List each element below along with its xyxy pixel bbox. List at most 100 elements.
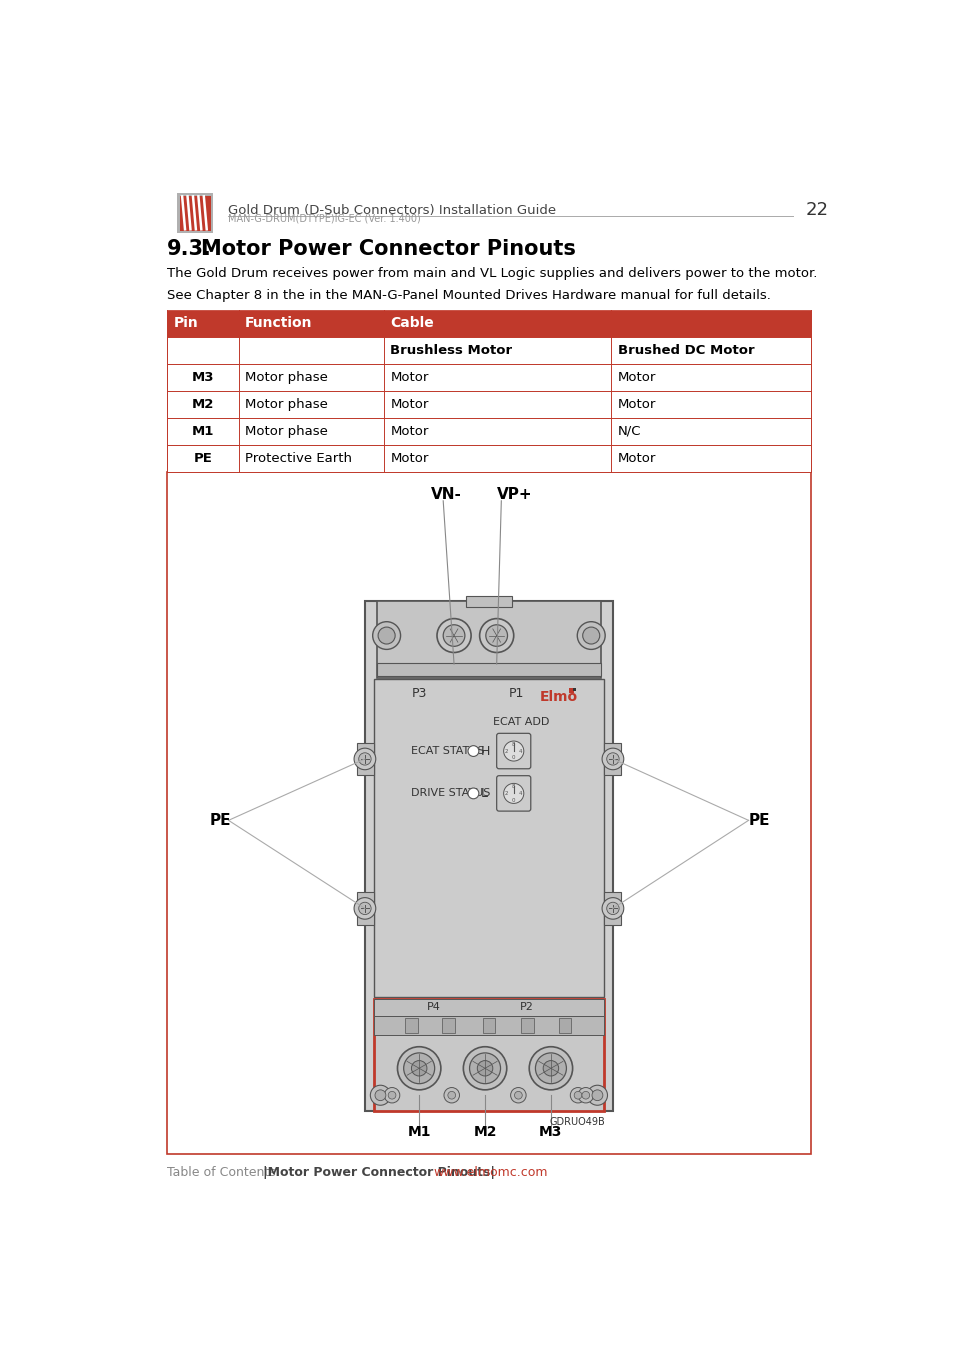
Bar bbox=[167, 417, 810, 444]
Circle shape bbox=[577, 622, 604, 649]
Text: www.elmomc.com: www.elmomc.com bbox=[433, 1166, 547, 1179]
Text: Gold Drum (D-Sub Connectors) Installation Guide: Gold Drum (D-Sub Connectors) Installatio… bbox=[228, 204, 556, 216]
Text: The Gold Drum receives power from main and VL Logic supplies and delivers power : The Gold Drum receives power from main a… bbox=[167, 267, 817, 281]
Text: H: H bbox=[480, 745, 490, 757]
Text: P1: P1 bbox=[508, 687, 523, 699]
Text: Motor Power Connector Pinouts: Motor Power Connector Pinouts bbox=[200, 239, 575, 259]
Text: Motor: Motor bbox=[617, 451, 656, 464]
Text: 9.3.: 9.3. bbox=[167, 239, 212, 259]
FancyBboxPatch shape bbox=[497, 776, 530, 811]
Text: Elmo: Elmo bbox=[538, 690, 577, 705]
Text: Brushless Motor: Brushless Motor bbox=[390, 344, 512, 356]
Text: Motor: Motor bbox=[390, 425, 429, 437]
Circle shape bbox=[582, 628, 599, 644]
Text: Motor: Motor bbox=[390, 371, 429, 383]
Circle shape bbox=[592, 1089, 602, 1100]
Text: M1: M1 bbox=[192, 425, 213, 437]
Circle shape bbox=[587, 1085, 607, 1106]
Bar bbox=[405, 1018, 417, 1033]
Circle shape bbox=[354, 898, 375, 919]
Bar bbox=[167, 390, 810, 417]
Circle shape bbox=[529, 1046, 572, 1089]
Circle shape bbox=[542, 1061, 558, 1076]
Text: P2: P2 bbox=[519, 1003, 534, 1012]
Bar bbox=[521, 1018, 534, 1033]
Text: 22: 22 bbox=[804, 201, 827, 219]
Text: Motor: Motor bbox=[390, 451, 429, 464]
Bar bbox=[177, 193, 213, 232]
Text: 8: 8 bbox=[512, 741, 515, 747]
Text: 4: 4 bbox=[518, 748, 522, 753]
Text: N/C: N/C bbox=[617, 425, 640, 437]
Circle shape bbox=[375, 1089, 385, 1100]
Circle shape bbox=[535, 1053, 566, 1084]
Circle shape bbox=[476, 1061, 493, 1076]
Text: DRIVE STATUS: DRIVE STATUS bbox=[411, 788, 490, 798]
Text: Function: Function bbox=[245, 316, 312, 331]
Bar bbox=[356, 892, 374, 925]
Circle shape bbox=[574, 1091, 581, 1099]
Bar bbox=[374, 1017, 603, 1035]
Circle shape bbox=[463, 1046, 506, 1089]
Text: 4: 4 bbox=[518, 791, 522, 796]
Circle shape bbox=[570, 1088, 585, 1103]
Circle shape bbox=[606, 902, 618, 914]
Text: PE: PE bbox=[193, 451, 213, 464]
Bar bbox=[603, 743, 620, 775]
Circle shape bbox=[443, 1088, 459, 1103]
Text: Motor: Motor bbox=[390, 398, 429, 410]
Bar bbox=[374, 999, 603, 1017]
Bar bbox=[465, 595, 512, 608]
Circle shape bbox=[510, 1088, 525, 1103]
Circle shape bbox=[411, 1061, 427, 1076]
Text: Motor: Motor bbox=[617, 398, 656, 410]
Bar bbox=[167, 363, 810, 390]
Text: P4: P4 bbox=[427, 1003, 440, 1012]
Circle shape bbox=[479, 618, 513, 652]
Circle shape bbox=[503, 741, 523, 761]
Text: 0: 0 bbox=[512, 798, 515, 803]
Text: |Motor Power Connector Pinouts|: |Motor Power Connector Pinouts| bbox=[262, 1166, 494, 1179]
Text: Motor phase: Motor phase bbox=[245, 398, 327, 410]
Text: 0: 0 bbox=[512, 756, 515, 760]
Bar bbox=[167, 310, 810, 336]
Text: Cable: Cable bbox=[390, 316, 434, 331]
Text: GDRUO49B: GDRUO49B bbox=[549, 1118, 604, 1127]
Text: M3: M3 bbox=[538, 1125, 562, 1139]
Bar bbox=[167, 336, 810, 363]
Text: Motor phase: Motor phase bbox=[245, 371, 327, 383]
Circle shape bbox=[384, 1088, 399, 1103]
Circle shape bbox=[503, 783, 523, 803]
Circle shape bbox=[370, 1085, 390, 1106]
Bar bbox=[442, 1018, 455, 1033]
Bar bbox=[572, 688, 576, 691]
Text: Protective Earth: Protective Earth bbox=[245, 451, 352, 464]
Bar bbox=[167, 471, 810, 1154]
Circle shape bbox=[601, 748, 623, 770]
Bar bbox=[482, 1018, 495, 1033]
Text: P3: P3 bbox=[411, 687, 426, 699]
Bar bbox=[603, 892, 620, 925]
Bar bbox=[568, 688, 574, 694]
Circle shape bbox=[581, 1091, 589, 1099]
Text: M3: M3 bbox=[192, 371, 214, 383]
Circle shape bbox=[354, 748, 375, 770]
Text: PE: PE bbox=[210, 813, 232, 828]
Text: 8: 8 bbox=[512, 784, 515, 788]
Bar bbox=[365, 601, 612, 1111]
Circle shape bbox=[377, 628, 395, 644]
FancyBboxPatch shape bbox=[497, 733, 530, 768]
Circle shape bbox=[436, 618, 471, 652]
Circle shape bbox=[358, 753, 371, 765]
Text: MAN-G-DRUM(DTYPE)IG-EC (Ver. 1.400): MAN-G-DRUM(DTYPE)IG-EC (Ver. 1.400) bbox=[228, 213, 420, 224]
Text: See Chapter 8 in the in the MAN-G-Panel Mounted Drives Hardware manual for full : See Chapter 8 in the in the MAN-G-Panel … bbox=[167, 289, 770, 302]
Text: 2: 2 bbox=[504, 748, 508, 753]
Circle shape bbox=[447, 1091, 456, 1099]
Bar bbox=[374, 999, 603, 1111]
Circle shape bbox=[388, 1091, 395, 1099]
Bar bbox=[558, 1018, 571, 1033]
Polygon shape bbox=[180, 196, 212, 231]
Text: M2: M2 bbox=[192, 398, 213, 410]
Text: ECAT ADD: ECAT ADD bbox=[493, 717, 549, 726]
Bar bbox=[374, 679, 603, 998]
